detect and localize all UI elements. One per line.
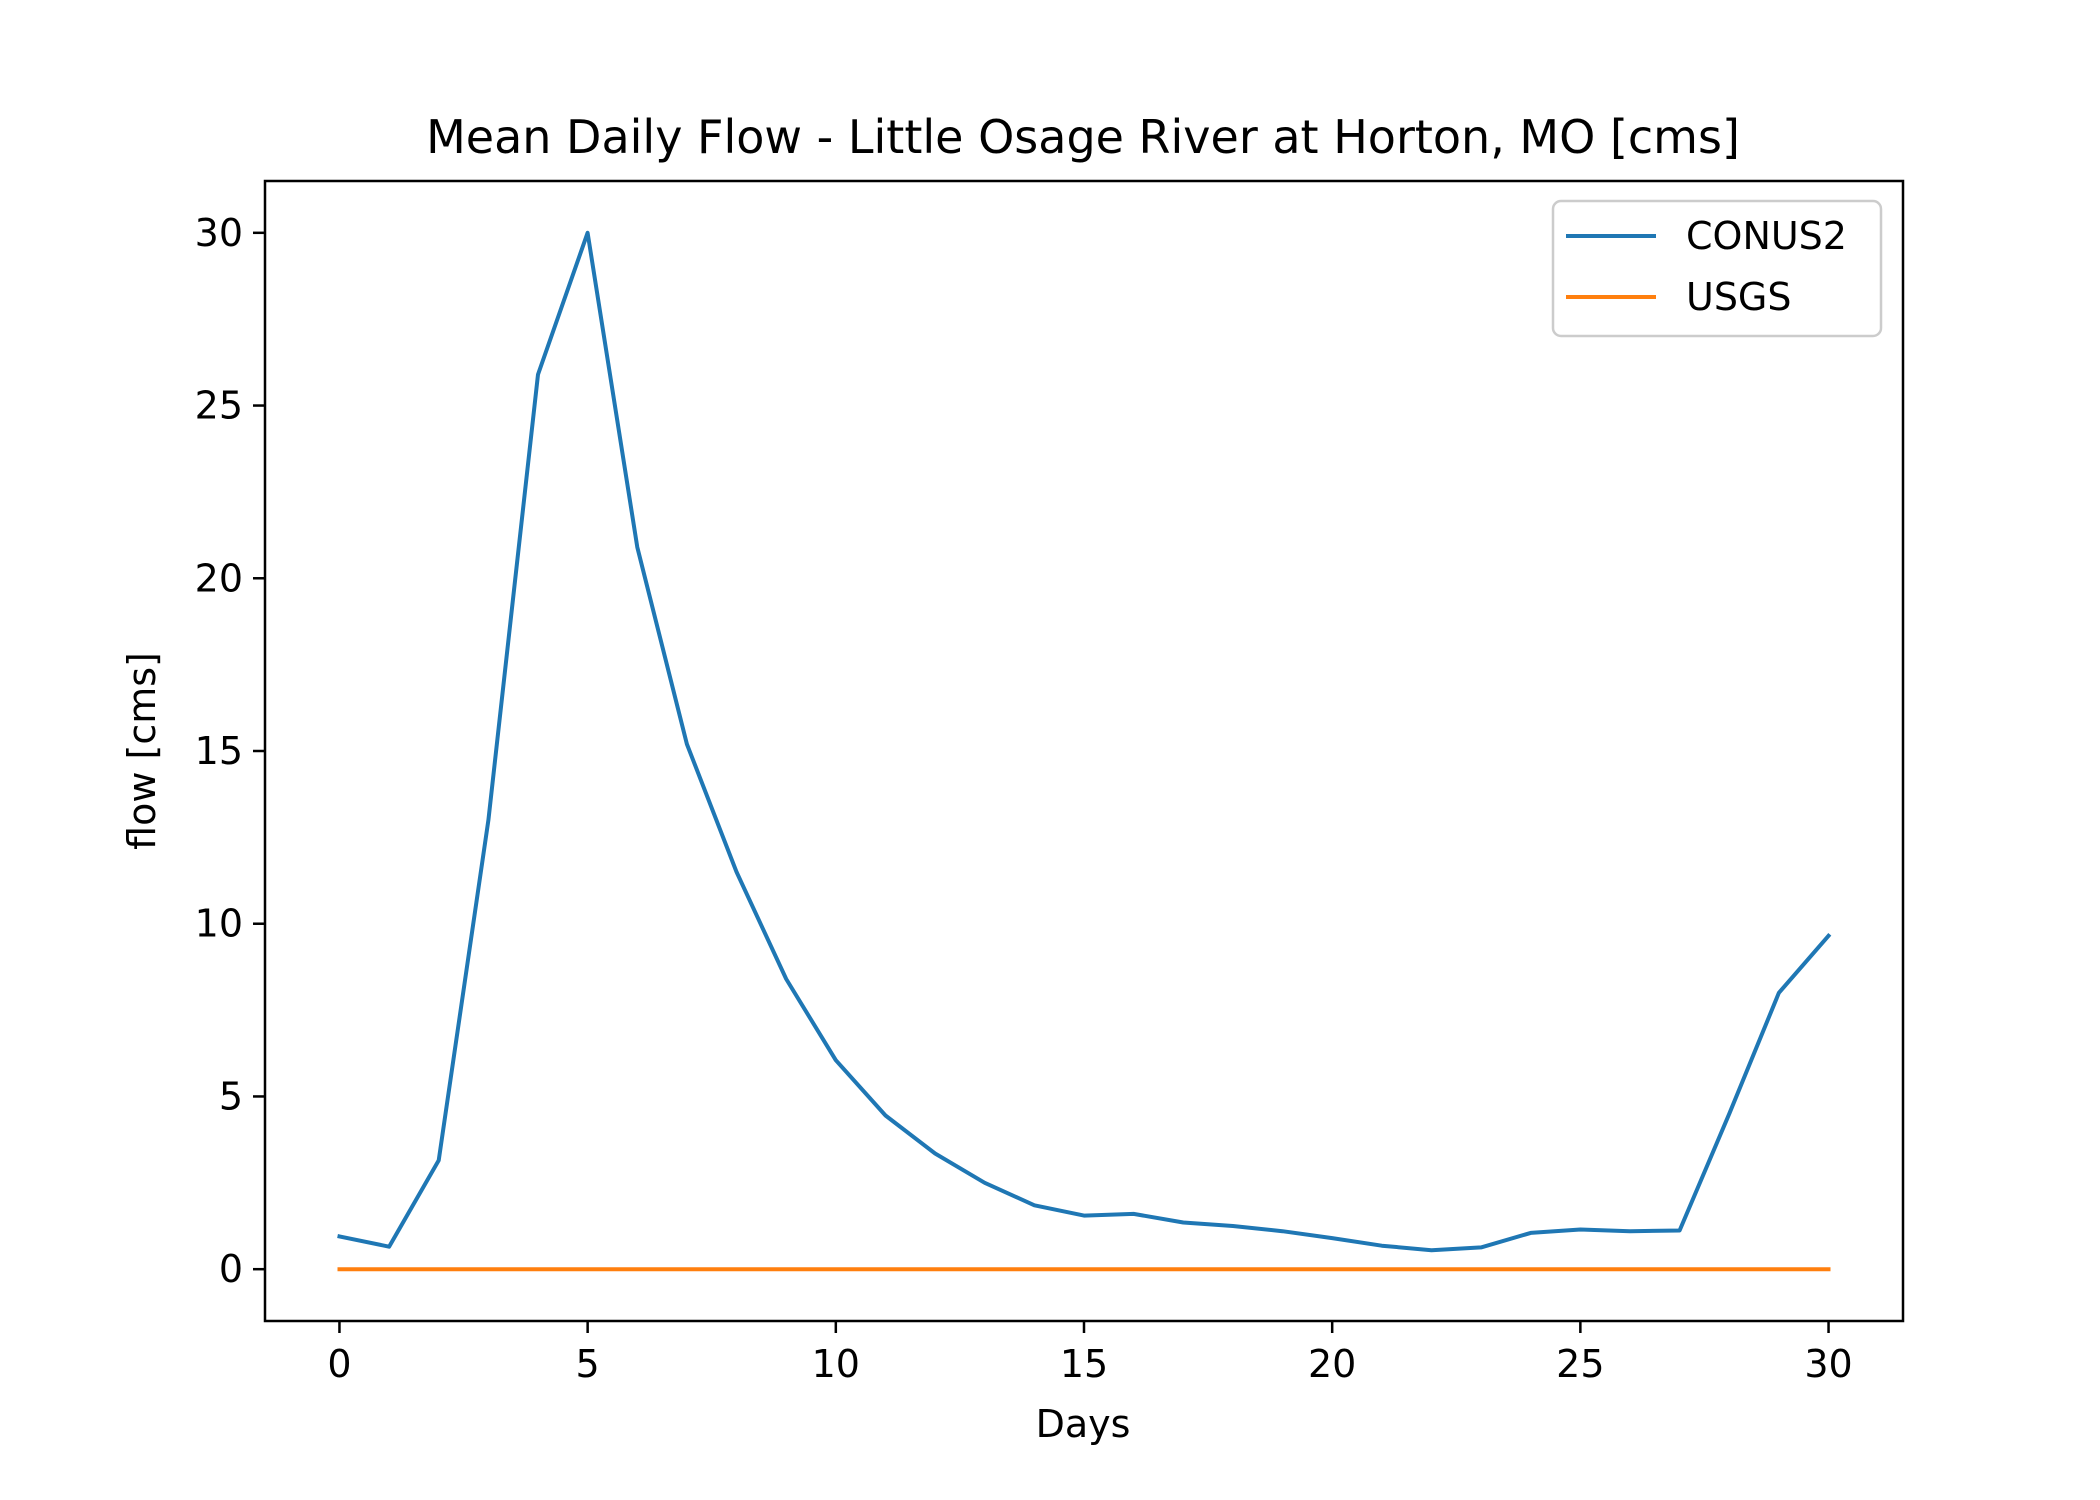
- y-tick-label: 25: [195, 384, 243, 428]
- x-tick-label: 30: [1804, 1342, 1852, 1386]
- y-axis: 0 5 10 15 20 25 30: [195, 211, 265, 1291]
- y-tick-label: 15: [195, 729, 243, 773]
- x-axis-label: Days: [1036, 1402, 1131, 1446]
- x-tick-label: 15: [1060, 1342, 1108, 1386]
- x-axis: 0 5 10 15 20 25 30: [327, 1321, 1853, 1386]
- plot-frame: [263, 179, 1905, 1323]
- y-tick-label: 30: [195, 211, 243, 255]
- y-tick-label: 20: [195, 556, 243, 600]
- y-tick-label: 5: [219, 1074, 243, 1118]
- x-tick-label: 5: [576, 1342, 600, 1386]
- x-tick-label: 25: [1556, 1342, 1604, 1386]
- legend-label-usgs: USGS: [1686, 275, 1792, 319]
- plot-lines: [337, 230, 1832, 1272]
- y-axis-label: flow [cms]: [120, 652, 164, 850]
- y-tick-label: 0: [219, 1247, 243, 1291]
- series-line-conus2: [337, 230, 1832, 1253]
- x-tick-label: 10: [812, 1342, 860, 1386]
- legend: CONUS2 USGS: [1551, 199, 1883, 338]
- legend-label-conus2: CONUS2: [1686, 214, 1847, 258]
- x-tick-label: 20: [1308, 1342, 1356, 1386]
- x-tick-label: 0: [327, 1342, 351, 1386]
- y-tick-label: 10: [195, 902, 243, 946]
- chart-title: Mean Daily Flow - Little Osage River at …: [426, 110, 1740, 164]
